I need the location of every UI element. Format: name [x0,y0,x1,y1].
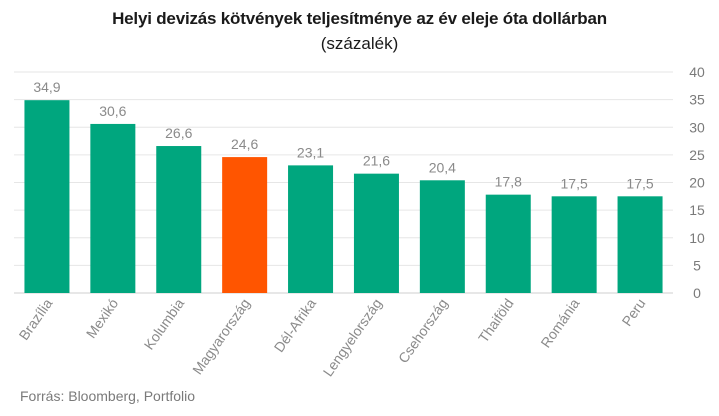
x-axis-labels: Brazília Mexikó Kolumbia Magyarország Dél-Af… [16,295,649,379]
x-tick-label: Thaiföld [475,296,517,346]
x-tick-label: Magyarország [189,296,253,378]
chart-subtitle: (százalék) [320,34,399,53]
bar [24,100,70,294]
y-tick-label: 40 [689,64,705,80]
source-note: Forrás: Bloomberg, Portfolio [20,388,196,404]
bar [353,173,399,293]
bar [617,196,663,293]
data-label: 17,8 [495,174,522,190]
data-label: 26,6 [165,125,192,141]
x-tick-label: Lengyelország [320,296,385,380]
data-label: 21,6 [363,153,390,169]
y-tick-label: 20 [689,175,705,191]
y-tick-label: 25 [689,147,705,163]
x-tick-label: Peru [618,296,648,329]
data-label: 17,5 [626,175,653,191]
x-tick-label: Mexikó [83,295,122,341]
y-axis-ticks: 0 5 10 15 20 25 30 35 40 [689,64,705,301]
data-label: 24,6 [231,136,258,152]
x-tick-label: Kolumbia [141,295,188,352]
y-tick-label: 10 [689,230,705,246]
data-label: 23,1 [297,144,324,160]
bar [288,165,334,293]
bar [485,194,531,293]
data-label: 17,5 [561,175,588,191]
y-tick-label: 35 [689,92,705,108]
bar [419,180,465,293]
bar [222,157,268,293]
y-tick-label: 15 [689,202,705,218]
x-tick-label: Brazília [16,295,56,343]
bar [156,146,202,293]
y-tick-label: 0 [693,285,701,301]
data-label: 20,4 [429,159,456,175]
bar [90,123,136,293]
bars [24,100,663,294]
y-tick-label: 5 [693,257,701,273]
value-labels: 34,9 30,6 26,6 24,6 23,1 21,6 20,4 17,8 17,5 17,5 [33,79,654,191]
x-tick-label: Csehország [395,296,451,366]
x-tick-label: Románia [537,295,582,350]
y-tick-label: 30 [689,119,705,135]
data-label: 30,6 [99,103,126,119]
bar [551,196,597,293]
chart-title: Helyi devizás kötvények teljesítménye az… [112,9,607,28]
data-label: 34,9 [33,79,60,95]
x-tick-label: Dél-Afrika [271,295,319,355]
